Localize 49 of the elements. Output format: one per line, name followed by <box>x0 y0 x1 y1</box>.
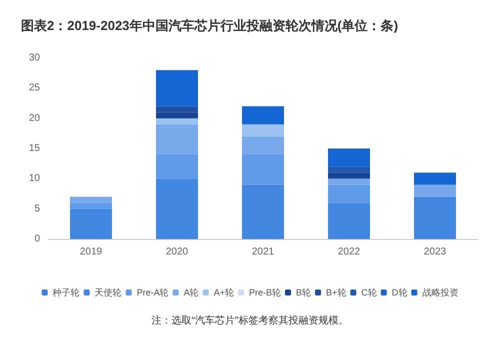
chart-title: 图表2：2019-2023年中国汽车芯片行业投融资轮次情况(单位：条) <box>21 18 398 33</box>
bar <box>328 202 370 239</box>
x-tick-label: 2023 <box>424 246 447 258</box>
bar <box>242 124 284 136</box>
legend-label: B+轮 <box>326 288 346 298</box>
bar <box>156 112 198 118</box>
x-tick-label: 2021 <box>252 246 275 258</box>
bar <box>156 154 198 179</box>
y-tick-label: 0 <box>34 234 40 244</box>
x-tick-label: 2022 <box>338 246 361 258</box>
bar <box>328 166 370 173</box>
legend-label: Pre-A轮 <box>136 288 169 298</box>
bar <box>328 148 370 167</box>
bar <box>328 184 370 203</box>
legend-label: A+轮 <box>214 288 234 298</box>
y-tick-label: 10 <box>28 173 40 184</box>
legend-label: Pre-B轮 <box>249 288 282 298</box>
bar <box>414 172 456 185</box>
x-tick-label: 2020 <box>166 246 189 258</box>
y-tick-label: 15 <box>28 143 40 154</box>
y-tick-label: 5 <box>34 203 40 214</box>
bar <box>70 208 112 239</box>
legend-label: A轮 <box>184 288 199 298</box>
legend-label: 种子轮 <box>52 288 80 298</box>
bar <box>414 184 456 197</box>
x-tick-label: 2019 <box>80 246 103 258</box>
bar <box>156 124 198 155</box>
bar <box>242 136 284 155</box>
bar <box>70 202 112 209</box>
legend-label: B轮 <box>296 288 312 298</box>
y-tick-label: 30 <box>28 52 40 64</box>
bar <box>156 106 198 112</box>
bar <box>242 184 284 239</box>
legend-label: 天使轮 <box>94 288 122 298</box>
bar <box>156 118 198 124</box>
legend-label: D轮 <box>392 288 408 298</box>
bar <box>156 70 198 106</box>
bar <box>242 154 284 185</box>
bar <box>156 178 198 239</box>
y-tick-label: 20 <box>28 112 40 124</box>
bar <box>242 106 284 124</box>
legend-label: C轮 <box>361 288 377 298</box>
bar <box>328 178 370 185</box>
text: 注：选取“汽车芯片”标签考察其投融资规模。 <box>152 314 348 326</box>
bar <box>414 196 456 239</box>
bar <box>70 196 112 203</box>
bar <box>328 172 370 179</box>
legend-label: 战略投资 <box>422 288 458 298</box>
y-tick-label: 25 <box>28 82 40 94</box>
